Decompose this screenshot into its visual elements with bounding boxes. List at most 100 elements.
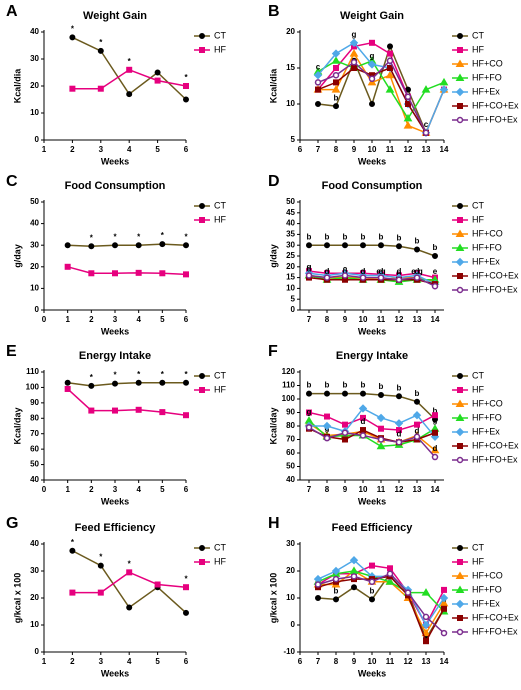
x-tick-label: 4	[127, 145, 132, 154]
x-tick-label: 13	[422, 657, 431, 666]
x-tick-label: 3	[113, 315, 118, 324]
point-annotation: d	[361, 267, 366, 276]
y-tick-label: 50	[286, 462, 295, 471]
marker	[69, 589, 76, 596]
marker	[376, 441, 386, 450]
y-tick-label: 70	[30, 429, 39, 438]
y-tick-label: 10	[286, 99, 295, 108]
marker	[315, 86, 321, 93]
legend-label: HF+Ex	[472, 426, 500, 436]
y-tick-label: 90	[286, 408, 295, 417]
legend-marker	[457, 559, 463, 565]
marker	[314, 581, 322, 588]
y-tick-label: 0	[291, 305, 296, 314]
marker	[331, 56, 341, 64]
point-annotation: *	[113, 371, 117, 380]
marker	[135, 269, 142, 276]
point-annotation: b	[361, 381, 366, 390]
legend-label: HF+FO+Ex	[472, 114, 518, 124]
marker	[358, 404, 368, 413]
y-tick-label: 40	[286, 475, 295, 484]
panel-label: D	[268, 173, 280, 190]
marker	[369, 596, 375, 603]
legend-label: HF	[472, 556, 484, 566]
marker	[387, 565, 393, 572]
y-tick-label: 30	[286, 539, 295, 548]
marker	[88, 270, 95, 277]
point-annotation: d	[361, 417, 366, 426]
marker	[97, 589, 104, 596]
marker	[386, 57, 394, 65]
chart-title: Weight Gain	[340, 10, 404, 22]
series-line	[317, 559, 445, 627]
marker	[135, 379, 142, 386]
marker	[369, 101, 375, 107]
marker	[369, 562, 375, 569]
marker	[350, 58, 358, 66]
legend-marker	[455, 399, 465, 407]
x-tick-label: 6	[184, 145, 189, 154]
legend-marker	[457, 47, 463, 53]
x-axis-label: Weeks	[101, 326, 129, 336]
y-tick-label: 50	[30, 197, 39, 206]
series-line	[317, 570, 445, 613]
x-tick-label: 5	[155, 145, 160, 154]
x-tick-label: 5	[160, 485, 165, 494]
point-annotation: *	[99, 38, 103, 47]
x-tick-label: 12	[404, 657, 413, 666]
marker	[112, 380, 118, 387]
y-axis-label: g/day	[268, 244, 278, 268]
legend-label: HF+CO+Ex	[472, 270, 519, 280]
marker	[126, 66, 133, 73]
legend-label: HF+CO+Ex	[472, 100, 519, 110]
marker	[183, 242, 189, 249]
legend-marker	[457, 545, 463, 551]
marker	[396, 393, 402, 400]
legend-label: HF+CO	[472, 570, 503, 580]
y-tick-label: 40	[30, 475, 39, 484]
point-annotation: d	[307, 265, 312, 274]
x-tick-label: 1	[65, 485, 70, 494]
y-tick-label: 5	[291, 294, 296, 303]
legend-marker	[455, 599, 465, 609]
legend-marker	[457, 443, 463, 449]
x-tick-label: 3	[99, 657, 104, 666]
marker	[322, 421, 332, 431]
y-tick-label: 10	[286, 284, 295, 293]
y-tick-label: 0	[35, 135, 40, 144]
x-tick-label: 6	[184, 657, 189, 666]
legend-marker	[455, 59, 465, 67]
x-tick-label: 13	[413, 485, 422, 494]
marker	[414, 246, 420, 253]
point-annotation: b	[334, 93, 339, 102]
legend-marker	[199, 387, 205, 393]
x-tick-label: 13	[413, 315, 422, 324]
x-tick-label: 3	[113, 485, 118, 494]
y-tick-label: 100	[26, 383, 40, 392]
y-tick-label: 10	[30, 284, 39, 293]
legend-marker	[455, 87, 465, 97]
y-tick-label: 0	[35, 647, 40, 656]
legend-marker	[457, 103, 463, 109]
y-tick-label: 20	[30, 262, 39, 271]
point-annotation: b	[415, 389, 420, 398]
legend-marker	[457, 217, 463, 223]
marker	[368, 75, 376, 83]
marker	[306, 242, 312, 249]
marker	[423, 638, 429, 645]
legend-marker	[456, 116, 464, 124]
x-tick-label: 9	[343, 315, 348, 324]
x-tick-label: 10	[359, 485, 368, 494]
marker	[97, 562, 104, 569]
x-tick-label: 12	[395, 315, 404, 324]
marker	[378, 391, 384, 398]
marker	[405, 101, 411, 107]
marker	[112, 242, 118, 249]
marker	[342, 242, 348, 249]
x-tick-label: 2	[89, 485, 94, 494]
legend-label: CT	[214, 370, 226, 380]
marker	[331, 49, 341, 58]
marker	[64, 263, 71, 270]
marker	[378, 425, 384, 432]
legend-label: HF	[214, 44, 226, 54]
